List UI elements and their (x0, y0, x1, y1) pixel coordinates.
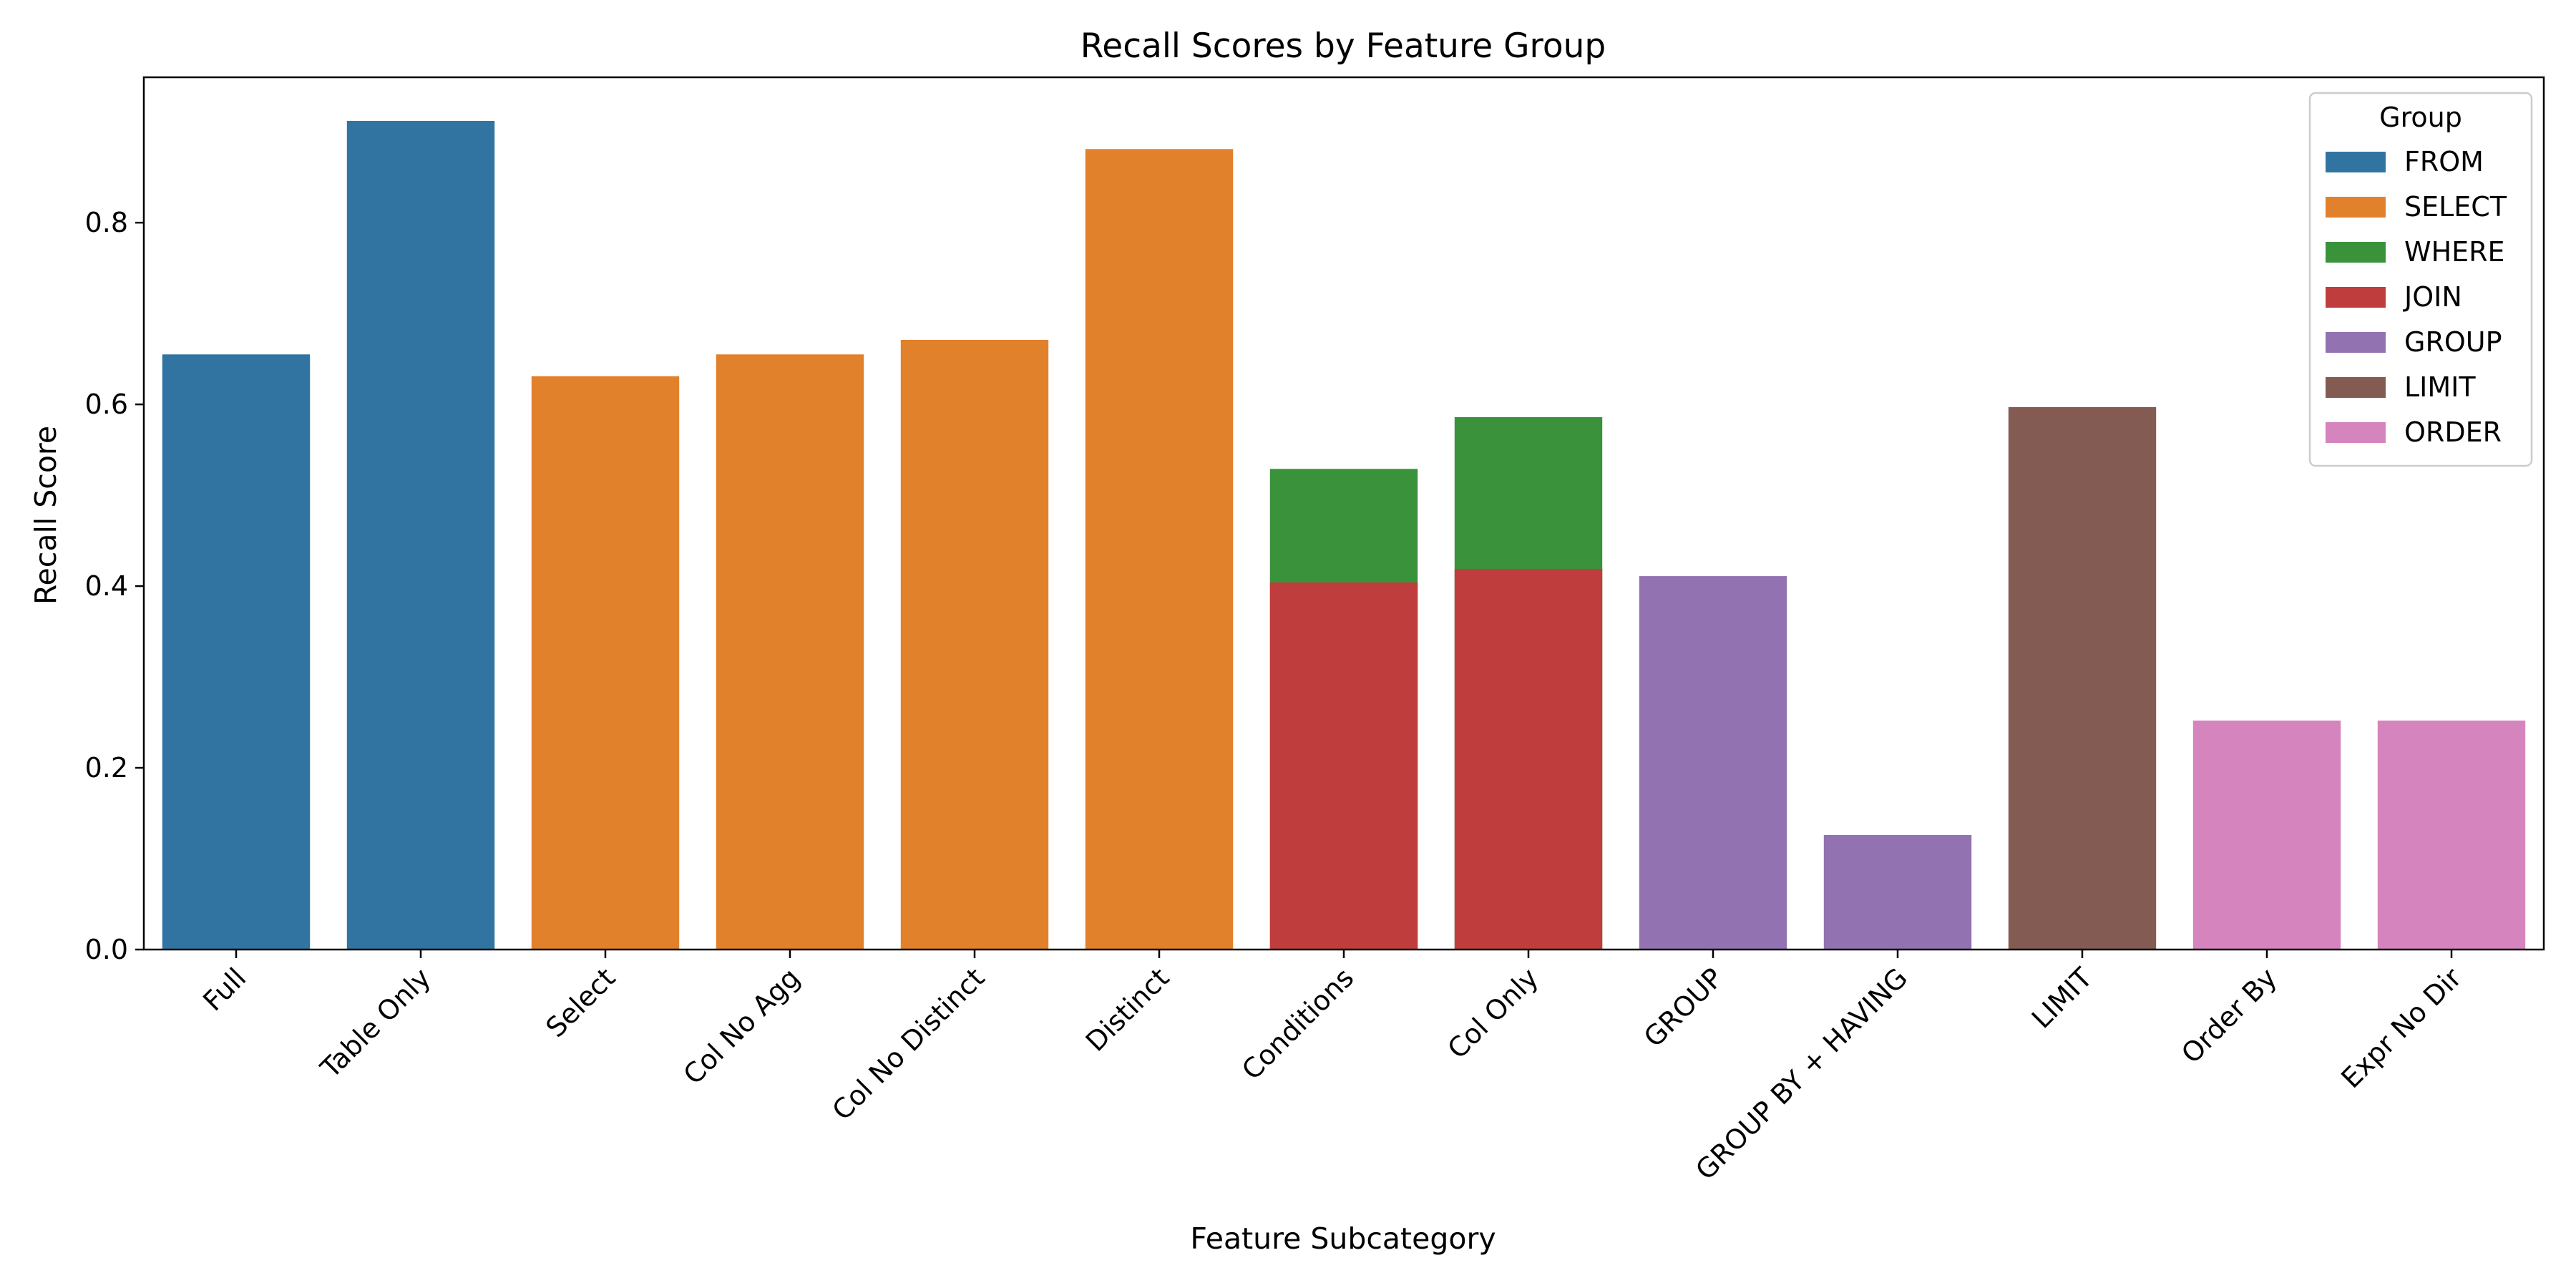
bar-full-from (162, 354, 311, 950)
bar-select-select (531, 376, 680, 950)
x-axis-title: Feature Subcategory (1190, 1221, 1496, 1256)
bar-group-group (1639, 576, 1787, 950)
legend-swatch-select (2326, 197, 2386, 218)
legend-swatch-limit (2326, 377, 2386, 398)
x-tick-label: Col No Agg (677, 962, 806, 1091)
legend-label-limit: LIMIT (2404, 371, 2476, 403)
y-tick-label: 0.0 (85, 934, 128, 965)
x-tick-label: Full (197, 962, 252, 1017)
legend-swatch-from (2326, 152, 2386, 172)
legend-swatch-join (2326, 287, 2386, 308)
legend-swatch-where (2326, 242, 2386, 263)
x-tick-label: Col Only (1441, 962, 1544, 1065)
x-tick-label: Expr No Dir (2335, 962, 2467, 1094)
x-tick-label: Table Only (314, 962, 436, 1084)
legend-title: Group (2379, 102, 2462, 133)
y-tick-label: 0.8 (85, 207, 128, 238)
x-tick-label: GROUP BY + HAVING (1689, 962, 1913, 1186)
bar-order-by-order (2192, 721, 2341, 950)
x-tick-label: Col No Distinct (826, 962, 990, 1126)
bars-layer (162, 120, 2526, 950)
legend-label-from: FROM (2404, 146, 2484, 177)
legend-label-join: JOIN (2403, 281, 2462, 313)
y-axis-title: Recall Score (29, 426, 63, 605)
bar-conditions-join (1269, 582, 1418, 950)
legend-swatch-order (2326, 422, 2386, 443)
x-tick-label: Order By (2175, 962, 2283, 1069)
bar-table-only-from (346, 120, 495, 950)
x-tick-label: Select (540, 962, 621, 1043)
bar-col-no-distinct-select (900, 339, 1049, 950)
x-tick-label: GROUP (1638, 962, 1729, 1053)
bar-expr-no-dir-order (2377, 721, 2526, 950)
legend-label-select: SELECT (2404, 191, 2507, 223)
legend-label-where: WHERE (2404, 236, 2505, 268)
y-tick-label: 0.2 (85, 752, 128, 784)
legend-label-group: GROUP (2404, 326, 2502, 358)
x-tick-label: Distinct (1080, 962, 1176, 1058)
bar-col-no-agg-select (716, 354, 864, 950)
y-tick-label: 0.6 (85, 389, 128, 420)
legend-swatch-group (2326, 332, 2386, 353)
y-tick-label: 0.4 (85, 570, 128, 602)
bar-distinct-select (1085, 149, 1234, 950)
legend-box (2308, 92, 2533, 467)
bar-group-by-having-group (1823, 835, 1972, 950)
chart-title: Recall Scores by Feature Group (1080, 26, 1606, 66)
legend: Group FROM SELECT WHERE JOIN GROUP LIMIT ORDER (2308, 92, 2533, 467)
x-tick-label: Conditions (1236, 962, 1360, 1085)
legend-label-order: ORDER (2404, 416, 2502, 448)
bar-col-only-join (1454, 568, 1603, 950)
x-tick-label: LIMIT (2026, 962, 2099, 1035)
bar-limit-limit (2008, 406, 2157, 950)
